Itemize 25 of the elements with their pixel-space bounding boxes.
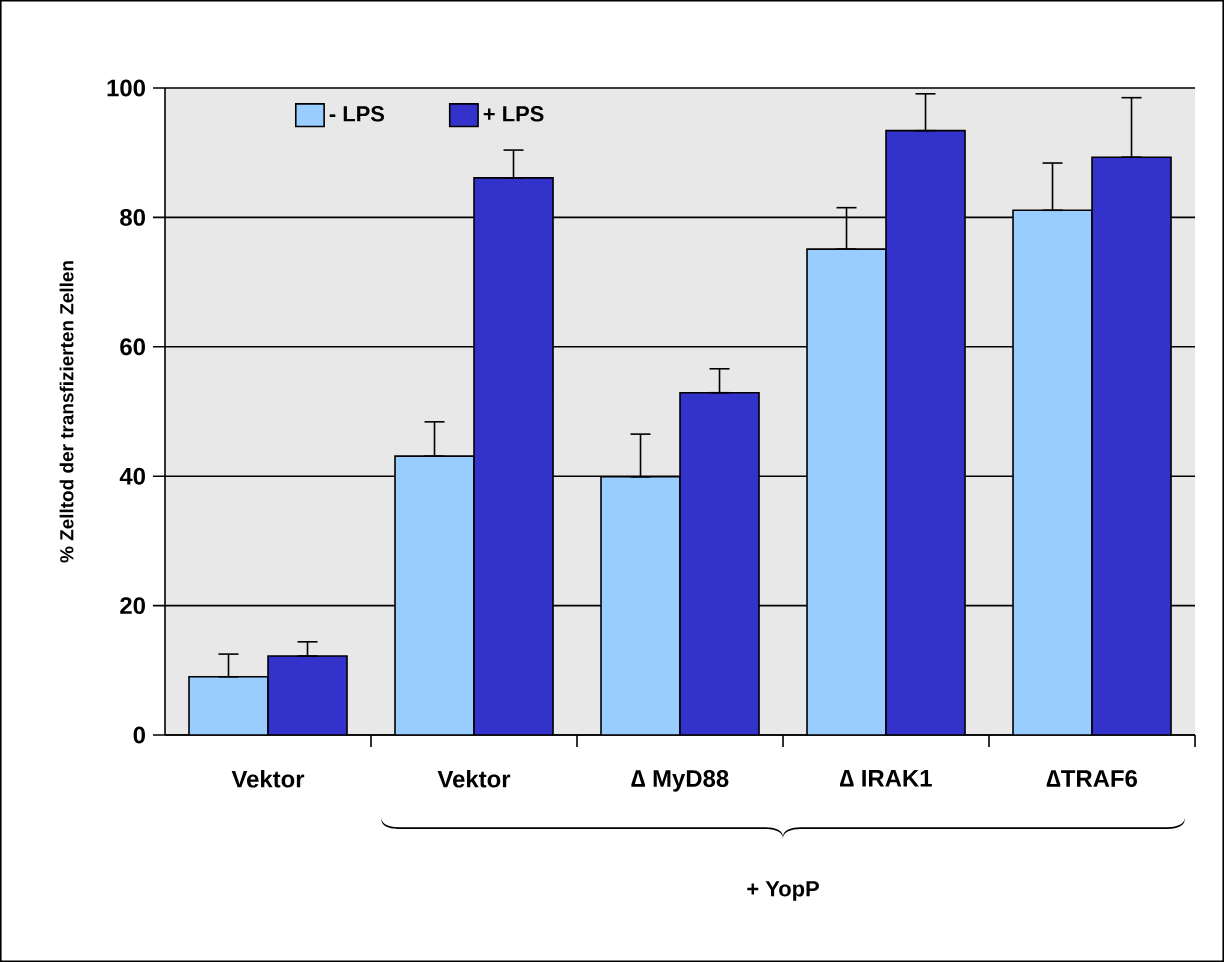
text: + YopP: [747, 881, 819, 901]
bar: [1012, 209, 1093, 735]
y-tick-label: 40: [119, 467, 145, 485]
x-tick-label: ∆ MyD88: [631, 770, 729, 792]
y-tick-label: 20: [120, 597, 145, 615]
y-tick-label: 100: [107, 79, 145, 97]
x-tick-label: ∆ IRAK1: [840, 770, 932, 787]
bar: [188, 675, 269, 735]
bar: [394, 455, 475, 735]
y-tick-label: 60: [120, 338, 145, 356]
bar: [600, 476, 681, 735]
y-tick-label: 80: [120, 208, 145, 226]
legend-label: + LPS: [483, 106, 544, 122]
bar: [679, 391, 760, 735]
x-tick-label: ∆TRAF6: [1046, 770, 1137, 787]
y-tick-label: 0: [133, 726, 145, 744]
bar: [885, 129, 966, 735]
x-tick-label: Vektor: [231, 770, 305, 788]
bar: [473, 177, 554, 735]
bar: [806, 248, 887, 735]
bar: [1091, 156, 1172, 735]
bar: [267, 655, 348, 735]
y-axis-title: % Zelltod der transfizierten Zellen: [59, 261, 74, 563]
legend-label: - LPS: [329, 106, 385, 122]
x-tick-label: Vektor: [437, 770, 511, 788]
